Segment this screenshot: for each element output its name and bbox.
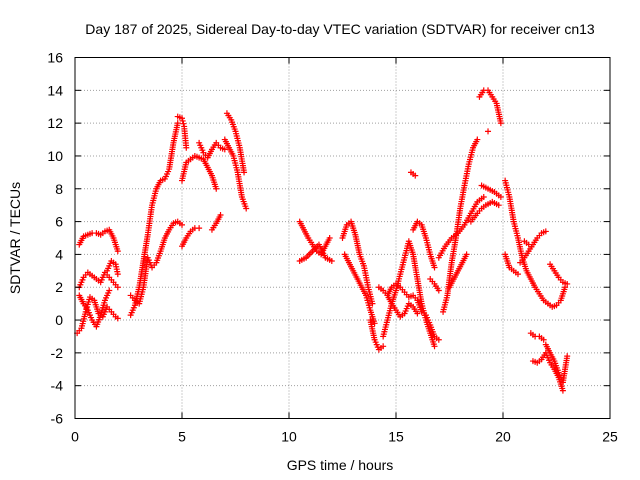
data-point — [485, 128, 492, 135]
data-point — [435, 287, 442, 294]
data-point — [196, 225, 203, 232]
data-point — [414, 310, 421, 317]
x-axis-label: GPS time / hours — [287, 457, 394, 473]
x-tick-label: 5 — [178, 429, 186, 445]
data-point — [497, 193, 504, 200]
x-tick-label: 0 — [71, 429, 79, 445]
y-tick-label: 0 — [55, 312, 63, 328]
data-point — [474, 136, 481, 143]
y-tick-label: 12 — [47, 115, 63, 131]
y-tick-label: 16 — [47, 50, 63, 66]
data-point — [463, 251, 470, 258]
data-points — [74, 87, 571, 394]
data-point — [431, 264, 438, 271]
y-tick-label: 2 — [55, 279, 63, 295]
x-tick-label: 10 — [281, 429, 297, 445]
data-point — [114, 284, 121, 291]
data-point — [540, 336, 547, 343]
data-point — [369, 300, 376, 307]
data-point — [241, 169, 248, 176]
data-point — [525, 241, 532, 248]
chart-title: Day 187 of 2025, Sidereal Day-to-day VTE… — [85, 21, 595, 37]
data-point — [243, 205, 250, 212]
data-point — [371, 320, 378, 327]
plot-frame — [74, 57, 611, 419]
y-tick-label: 4 — [55, 246, 63, 262]
y-tick-label: 6 — [55, 214, 63, 230]
data-point — [380, 343, 387, 350]
data-point — [497, 120, 504, 127]
data-point — [559, 387, 566, 394]
y-tick-labels: -6 -4 -2 0 2 4 6 8 10 12 14 16 — [47, 50, 63, 427]
data-point — [418, 308, 425, 315]
data-point — [114, 248, 121, 255]
data-point — [179, 117, 186, 124]
data-point — [114, 271, 121, 278]
data-point — [514, 271, 521, 278]
data-point — [221, 146, 228, 153]
data-point — [412, 172, 419, 179]
x-tick-label: 15 — [388, 429, 404, 445]
data-point — [106, 287, 113, 294]
y-tick-label: -2 — [51, 345, 64, 361]
y-tick-label: 14 — [47, 82, 63, 98]
y-tick-label: 8 — [55, 181, 63, 197]
data-point — [179, 221, 185, 228]
data-point — [564, 353, 571, 360]
data-point — [564, 280, 571, 287]
y-tick-label: -4 — [51, 378, 64, 394]
y-tick-label: 10 — [47, 148, 63, 164]
data-point — [217, 212, 224, 219]
data-point — [431, 343, 438, 350]
data-point — [180, 120, 187, 127]
data-point — [328, 257, 335, 264]
axis-ticks — [74, 57, 611, 419]
y-axis-label: SDTVAR / TECUs — [7, 182, 23, 294]
data-point — [326, 235, 333, 241]
data-point — [542, 228, 549, 235]
data-point — [183, 144, 190, 151]
data-point — [495, 202, 502, 209]
y-tick-label: -6 — [51, 411, 64, 427]
x-tick-label: 25 — [602, 429, 618, 445]
x-tick-label: 20 — [495, 429, 511, 445]
data-point — [179, 115, 185, 122]
data-point — [174, 120, 181, 127]
data-point — [114, 315, 121, 322]
data-point — [435, 336, 442, 343]
data-point — [213, 185, 220, 192]
x-tick-labels: 0 5 10 15 20 25 — [71, 429, 618, 445]
data-point — [480, 193, 487, 200]
